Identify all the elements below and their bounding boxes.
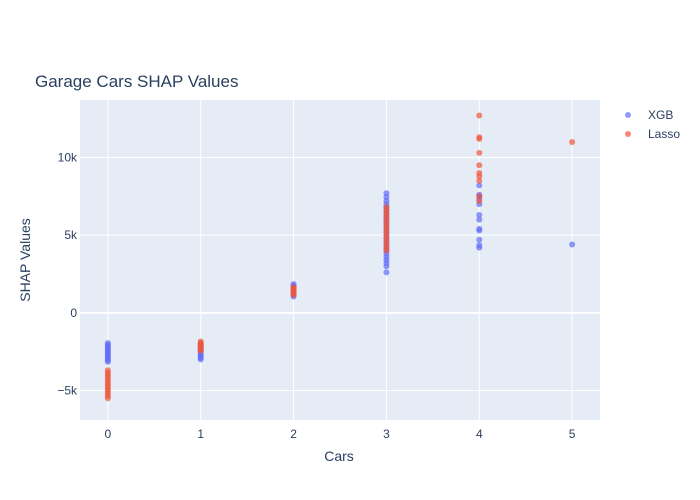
legend[interactable]: XGB Lasso xyxy=(625,108,680,141)
x-tick-label: 4 xyxy=(476,427,483,441)
data-point xyxy=(476,236,483,243)
data-point xyxy=(476,216,483,223)
data-point xyxy=(476,134,483,141)
data-point xyxy=(476,242,483,249)
y-tick-label: 0 xyxy=(70,306,77,320)
data-point xyxy=(476,112,483,119)
data-point xyxy=(383,269,390,276)
data-point xyxy=(476,162,483,169)
data-points xyxy=(104,112,576,402)
data-point xyxy=(104,358,111,365)
x-tick-label: 1 xyxy=(197,427,204,441)
data-point xyxy=(476,197,483,204)
data-point xyxy=(476,193,483,200)
data-point xyxy=(476,177,483,184)
data-point xyxy=(290,284,297,291)
legend-label: XGB xyxy=(648,108,673,122)
y-axis-title: SHAP Values xyxy=(17,218,33,302)
data-point xyxy=(104,395,111,402)
legend-marker xyxy=(625,112,631,118)
y-tick-label: 10k xyxy=(58,150,78,164)
x-axis-title: Cars xyxy=(324,448,354,464)
grid-lines xyxy=(80,100,600,420)
x-tick-label: 3 xyxy=(383,427,390,441)
y-axis-ticks: −5k 0 5k 10k xyxy=(57,150,78,397)
data-point xyxy=(383,190,390,197)
series-lasso xyxy=(104,112,576,402)
data-point xyxy=(476,170,483,177)
data-point xyxy=(569,241,576,248)
legend-label: Lasso xyxy=(648,127,680,141)
data-point xyxy=(476,211,483,218)
x-tick-label: 0 xyxy=(105,427,112,441)
data-point xyxy=(476,182,483,189)
data-point xyxy=(197,347,204,354)
x-tick-label: 5 xyxy=(569,427,576,441)
legend-marker xyxy=(625,131,631,137)
plot-background xyxy=(80,100,600,420)
legend-item-lasso[interactable]: Lasso xyxy=(625,127,680,141)
data-point xyxy=(383,204,390,211)
y-tick-label: 5k xyxy=(64,228,78,242)
x-axis-ticks: 0 1 2 3 4 5 xyxy=(105,427,576,441)
legend-item-xgb[interactable]: XGB xyxy=(625,108,673,122)
x-tick-label: 2 xyxy=(290,427,297,441)
y-tick-label: −5k xyxy=(57,383,78,397)
data-point xyxy=(476,149,483,156)
chart-title: Garage Cars SHAP Values xyxy=(35,72,238,91)
data-point xyxy=(569,138,576,145)
data-point xyxy=(197,356,204,363)
data-point xyxy=(476,225,483,232)
